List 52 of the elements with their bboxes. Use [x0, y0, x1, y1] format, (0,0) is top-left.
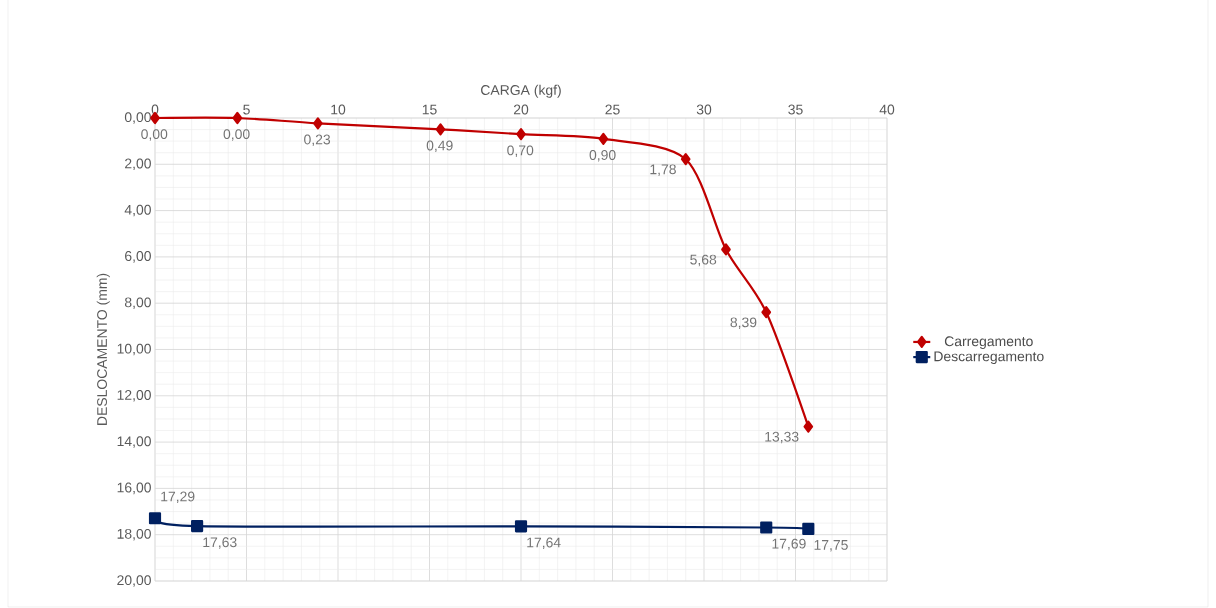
legend-label: Carregamento: [944, 336, 1033, 349]
y-tick-label: 14,00: [117, 436, 151, 448]
y-tick-label: 8,00: [124, 297, 151, 309]
data-label: 0,90: [589, 150, 616, 162]
point: [148, 512, 162, 525]
point: [435, 123, 446, 136]
data-label: 0,23: [304, 134, 331, 147]
x-axis-title: CARGA (kgf): [481, 84, 561, 98]
y-axis-title: DESLOCAMENTO (mm): [96, 273, 110, 425]
y-tick-label: 10,00: [117, 343, 151, 356]
point: [760, 521, 773, 534]
point: [598, 132, 609, 145]
data-label: 17,75: [814, 540, 848, 552]
y-tick-label: 6,00: [125, 251, 151, 263]
data-label: 0,00: [223, 129, 250, 141]
y-tick-label: 18,00: [117, 528, 151, 541]
point: [514, 520, 528, 533]
point: [721, 243, 731, 256]
y-tick-label: 16,00: [117, 482, 151, 495]
point: [803, 420, 814, 433]
point: [232, 111, 243, 125]
point: [761, 306, 772, 319]
data-label: 0,00: [141, 129, 168, 141]
x-tick-label: 20: [513, 104, 529, 115]
y-tick-label: 12,00: [117, 390, 151, 402]
point: [680, 153, 691, 166]
legend-label: Descarregamento: [934, 351, 1044, 365]
data-label: 5,68: [690, 254, 717, 267]
y-tick-label: 4,00: [124, 204, 151, 217]
x-tick-label: 25: [605, 104, 620, 115]
point: [313, 117, 323, 130]
data-label: 1,78: [650, 164, 676, 176]
y-tick-label: 20,00: [117, 575, 151, 587]
data-label: 8,39: [730, 317, 757, 329]
point: [802, 522, 815, 535]
y-tick-label: 0,00: [124, 112, 151, 124]
x-tick-label: 10: [331, 104, 346, 115]
y-tick-label: 2,00: [125, 158, 151, 171]
x-tick-label: 15: [422, 104, 437, 115]
data-label: 13,33: [765, 431, 799, 444]
point: [516, 128, 526, 141]
x-tick-label: 5: [243, 104, 250, 115]
x-tick-label: 30: [696, 104, 712, 115]
data-label: 0,70: [507, 145, 534, 157]
data-label: 0,49: [426, 140, 453, 153]
data-label: 17,64: [527, 537, 561, 550]
data-label: 17,63: [203, 537, 237, 549]
x-tick-label: 35: [788, 104, 803, 115]
data-label: 17,29: [161, 491, 195, 504]
x-tick-label: 40: [879, 104, 895, 115]
data-label: 17,69: [772, 538, 806, 551]
point: [191, 520, 204, 533]
